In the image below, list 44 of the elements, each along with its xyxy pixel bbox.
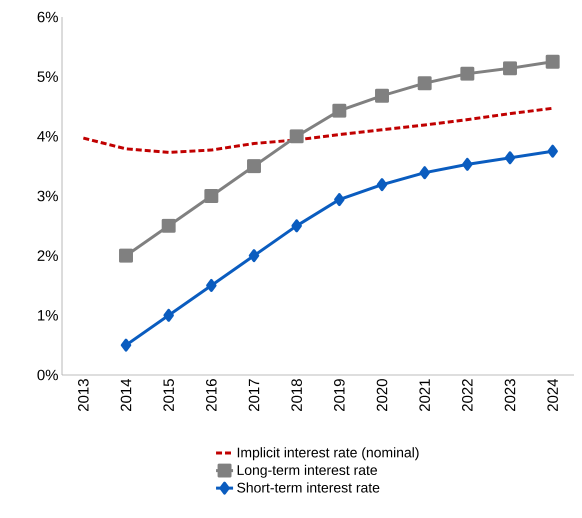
- x-tick-label: 2014: [120, 378, 132, 411]
- x-tick-label: 2017: [248, 379, 260, 411]
- x-tick-label: 2013: [78, 379, 89, 411]
- y-tick-label: 5%: [37, 71, 58, 82]
- point: [546, 54, 560, 69]
- point: [247, 159, 261, 174]
- point: [332, 104, 346, 118]
- point: [376, 178, 388, 192]
- point: [162, 218, 176, 233]
- legend-label: Short-term interest rate: [237, 482, 380, 493]
- x-tick-label: 2022: [462, 379, 473, 411]
- point: [462, 158, 473, 171]
- point: [460, 66, 474, 81]
- point: [204, 189, 218, 203]
- y-tick-label: 3%: [37, 190, 58, 202]
- point: [206, 279, 217, 292]
- x-tick-label: 2019: [334, 379, 345, 411]
- point: [418, 76, 432, 90]
- x-tick-label: 2016: [206, 379, 217, 411]
- point: [375, 88, 389, 103]
- point: [163, 308, 174, 322]
- x-tick-label: 2018: [291, 379, 302, 411]
- y-tick-label: 1%: [38, 310, 58, 321]
- point: [334, 193, 345, 206]
- x-tick-label: 2020: [376, 379, 388, 411]
- x-tick-label: 2024: [547, 378, 558, 411]
- x-tick-label: 2015: [163, 379, 174, 411]
- point: [504, 151, 516, 164]
- point: [248, 249, 260, 262]
- point: [419, 166, 430, 180]
- x-tick-label: 2023: [504, 379, 516, 411]
- point: [547, 144, 558, 158]
- legend-label: Long-term interest rate: [238, 464, 377, 478]
- y-tick-label: 6%: [38, 12, 58, 22]
- legend-label: Implicit interest rate (nominal): [238, 447, 419, 460]
- x-tick-label: 2021: [419, 379, 430, 411]
- y-tick-label: 2%: [38, 250, 58, 261]
- point: [120, 338, 132, 352]
- y-tick-label: 0%: [37, 370, 58, 380]
- y-tick-label: 4%: [37, 131, 58, 142]
- point: [291, 219, 302, 232]
- point: [119, 248, 133, 263]
- point: [290, 129, 304, 144]
- point: [503, 61, 517, 76]
